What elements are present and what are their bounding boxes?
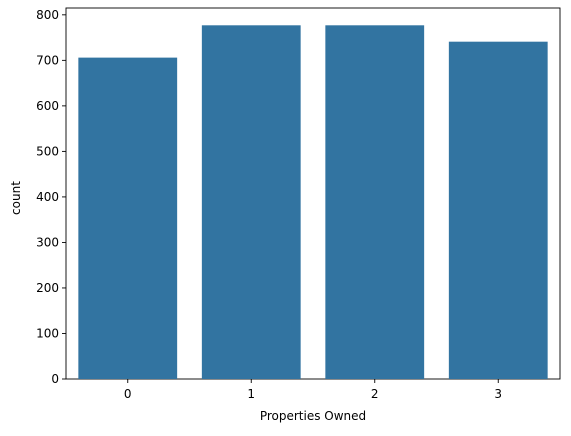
plot-area <box>65 7 561 380</box>
y-tick-label: 700 <box>36 53 59 67</box>
y-tick-label: 200 <box>36 281 59 295</box>
x-axis: 0 1 2 3 <box>124 379 502 401</box>
y-axis-label: count <box>9 181 23 215</box>
x-axis-label: Properties Owned <box>260 409 366 423</box>
y-tick-label: 400 <box>36 190 59 204</box>
bar-0 <box>78 57 178 379</box>
x-tick-label: 1 <box>247 387 255 401</box>
bar-1 <box>201 25 301 380</box>
y-tick-label: 300 <box>36 235 59 249</box>
bar-2 <box>325 25 425 380</box>
bars-group <box>78 25 548 380</box>
plot-frame <box>65 7 561 380</box>
x-tick-label: 3 <box>494 387 502 401</box>
y-tick-label: 600 <box>36 99 59 113</box>
bar-3 <box>448 41 548 380</box>
x-tick-label: 0 <box>124 387 132 401</box>
y-tick-label: 0 <box>51 372 59 386</box>
y-axis: 0 100 200 300 400 500 600 700 800 <box>36 8 66 386</box>
x-tick-label: 2 <box>371 387 379 401</box>
y-tick-label: 800 <box>36 8 59 22</box>
y-tick-label: 100 <box>36 326 59 340</box>
y-tick-label: 500 <box>36 144 59 158</box>
